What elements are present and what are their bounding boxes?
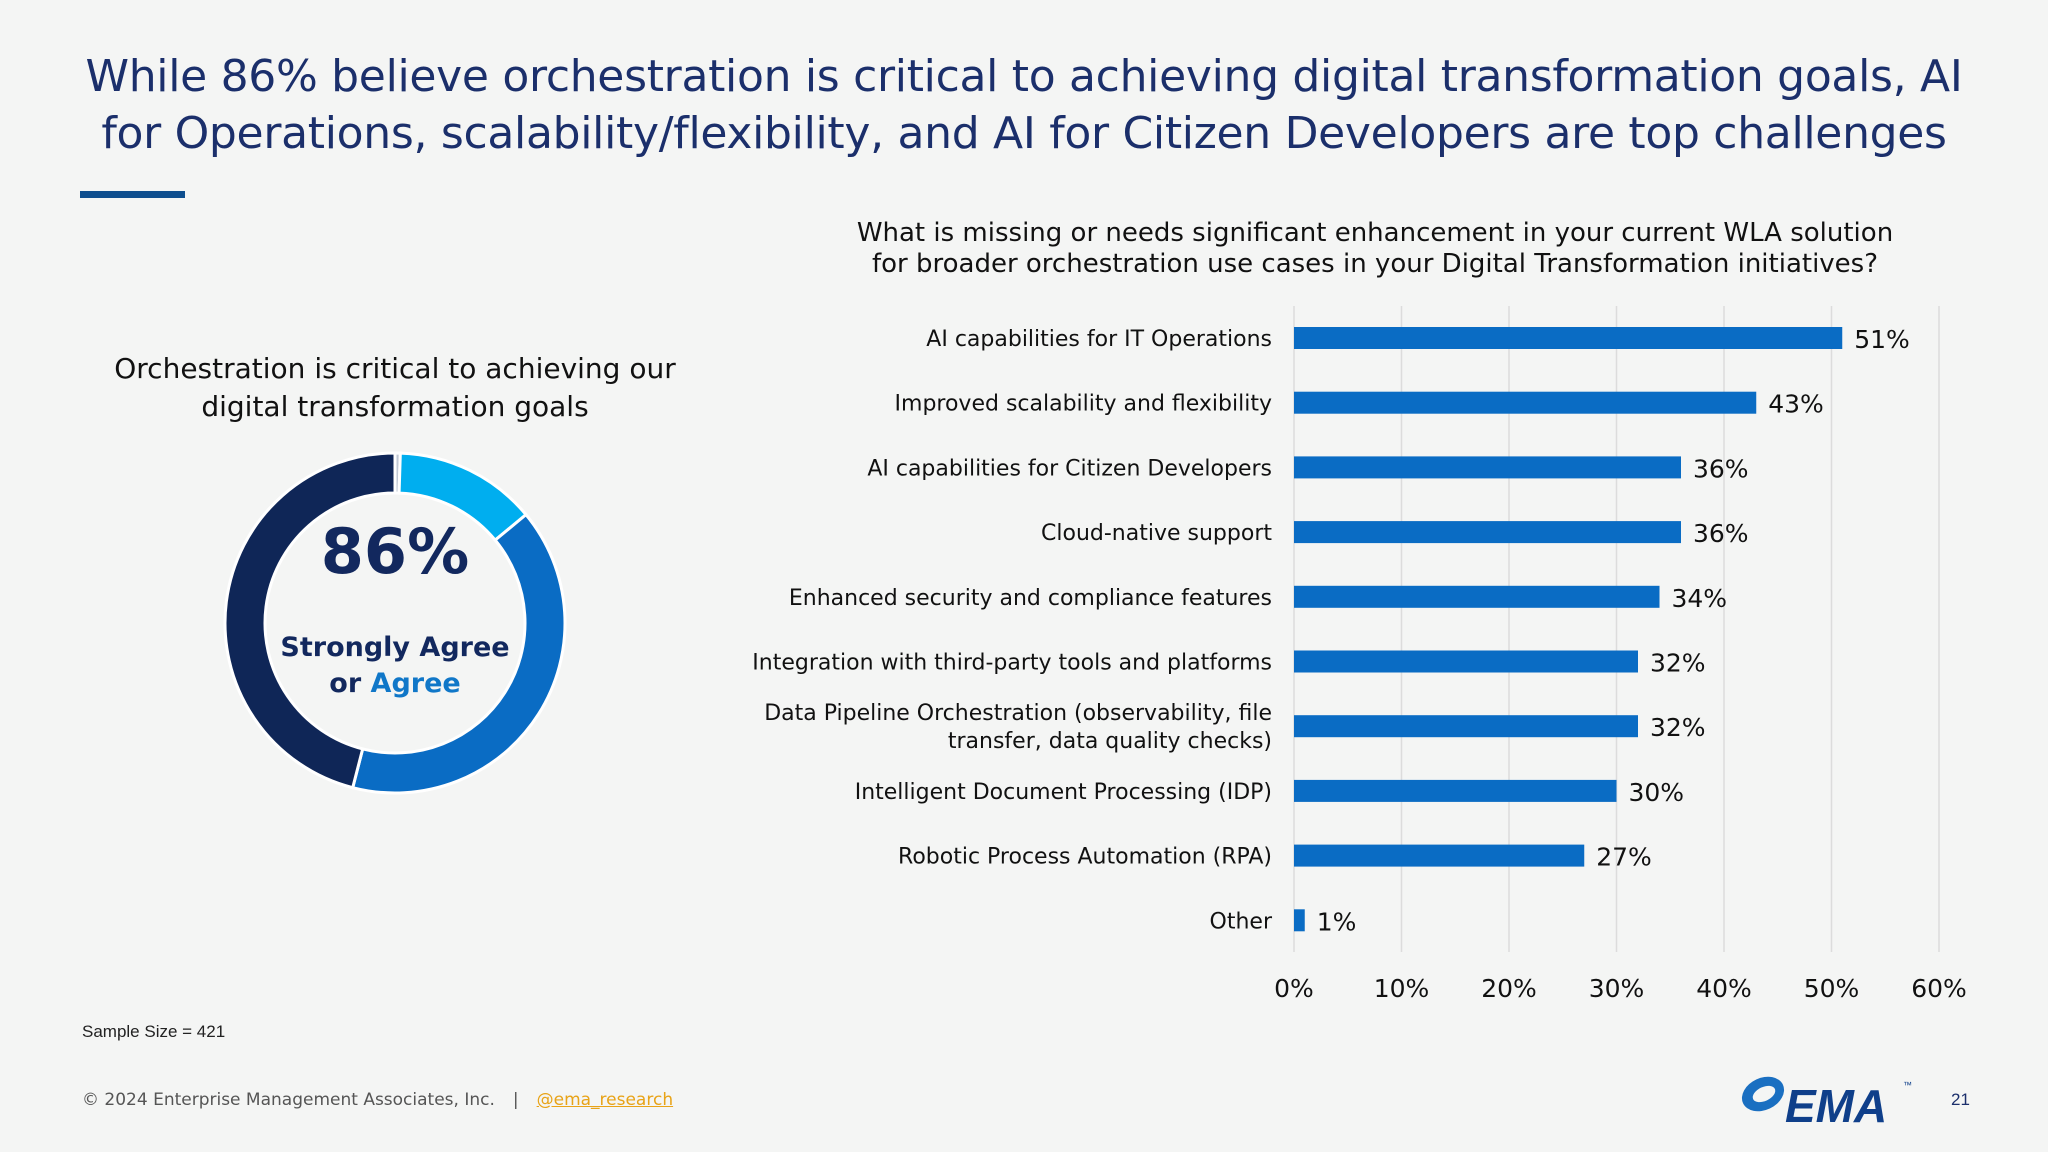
category-label: AI capabilities for Citizen Developers: [867, 456, 1272, 481]
ema-logo-text: EMA: [1785, 1080, 1887, 1128]
bar: [1294, 456, 1681, 479]
bar: [1294, 521, 1681, 544]
category-label: Robotic Process Automation (RPA): [898, 845, 1272, 870]
value-label: 34%: [1672, 584, 1728, 613]
value-label: 30%: [1629, 778, 1685, 807]
category-label: Data Pipeline Orchestration (observabili…: [764, 701, 1272, 754]
twitter-handle-link[interactable]: @ema_research: [536, 1090, 674, 1110]
x-tick-label: 30%: [1589, 974, 1645, 1003]
category-label: Other: [1210, 909, 1273, 934]
bar: [1294, 585, 1660, 608]
donut-slice-3: [223, 451, 397, 790]
value-label: 27%: [1596, 843, 1652, 872]
value-label: 32%: [1650, 713, 1706, 742]
footer-separator: |: [512, 1090, 519, 1110]
title-underline: [80, 191, 185, 198]
bar: [1294, 391, 1757, 414]
category-label: AI capabilities for IT Operations: [926, 327, 1272, 352]
copyright: © 2024 Enterprise Management Associates,…: [82, 1090, 495, 1110]
category-label: Improved scalability and flexibility: [895, 392, 1272, 417]
donut-label-line1: Strongly Agree: [280, 632, 510, 663]
x-tick-label: 10%: [1374, 974, 1430, 1003]
x-tick-label: 0%: [1274, 974, 1314, 1003]
value-label: 51%: [1854, 325, 1910, 354]
bar: [1294, 844, 1585, 867]
ema-logo-swoosh-inner-icon: [1752, 1085, 1776, 1103]
donut-center-label: Strongly Agree or Agree: [222, 630, 568, 702]
value-label: 32%: [1650, 649, 1706, 678]
category-label: Cloud-native support: [1041, 521, 1272, 546]
bar: [1294, 715, 1638, 738]
x-tick-label: 50%: [1804, 974, 1860, 1003]
donut-label-agree: Agree: [370, 668, 461, 699]
value-label: 43%: [1768, 390, 1824, 419]
bar: [1294, 779, 1617, 802]
footer: © 2024 Enterprise Management Associates,…: [82, 1090, 673, 1110]
donut-slice-2: [350, 512, 567, 795]
donut-center-value: 86%: [320, 515, 470, 588]
x-tick-label: 20%: [1481, 974, 1537, 1003]
category-label: Intelligent Document Processing (IDP): [855, 780, 1272, 805]
page-number: 21: [1951, 1090, 1970, 1109]
sample-size: Sample Size = 421: [82, 1022, 226, 1041]
value-label: 36%: [1693, 519, 1749, 548]
ema-logo-tm: ™: [1903, 1080, 1912, 1090]
value-label: 1%: [1317, 907, 1357, 936]
slide-title: While 86% believe orchestration is criti…: [85, 51, 1963, 159]
bar: [1294, 909, 1305, 932]
x-tick-label: 40%: [1696, 974, 1752, 1003]
category-label: Enhanced security and compliance feature…: [789, 586, 1272, 611]
donut-chart-title: Orchestration is critical to achieving o…: [114, 352, 676, 423]
donut-label-or: or: [329, 668, 371, 699]
donut-chart: [223, 451, 567, 795]
category-label: Integration with third-party tools and p…: [752, 651, 1272, 676]
bar-chart-question: What is missing or needs significant enh…: [856, 218, 1894, 279]
value-label: 36%: [1693, 454, 1749, 483]
ema-logo: EMA ™: [1741, 1076, 1912, 1128]
bar: [1294, 650, 1638, 673]
x-tick-label: 60%: [1911, 974, 1967, 1003]
bar: [1294, 327, 1843, 349]
